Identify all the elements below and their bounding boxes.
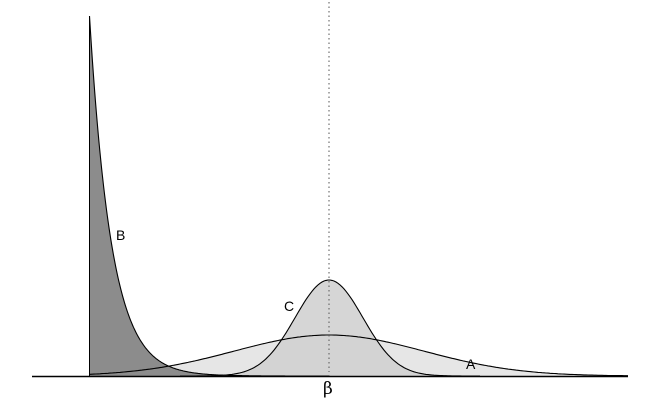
beta-label: β [323,379,333,399]
curve-label-c: C [284,298,294,314]
curve-a-outline [89,334,628,377]
curve-c-outline [180,279,480,377]
curve-label-a: A [466,356,476,372]
curve-b-fill [89,16,330,376]
curve-label-b: B [116,227,125,243]
curve-c-fill [180,280,480,376]
